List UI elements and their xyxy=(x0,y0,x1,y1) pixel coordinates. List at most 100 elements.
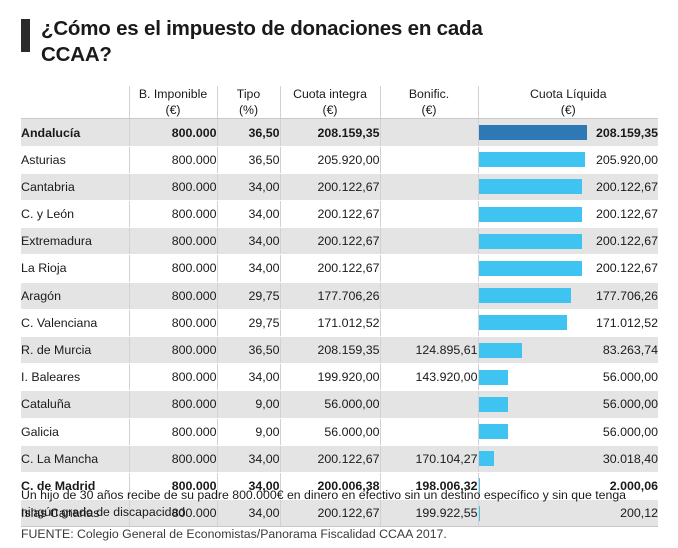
page-title: ¿Cómo es el impuesto de donaciones en ca… xyxy=(41,17,483,67)
cell-bonificacion xyxy=(380,254,479,283)
cell-cuota-integra: 208.159,35 xyxy=(280,336,381,365)
cell-base-imponible: 800.000 xyxy=(129,390,218,419)
bar-cuota-liquida xyxy=(478,396,508,412)
header-label-line2: (€) xyxy=(560,103,576,118)
cell-cuota-liquida-bar xyxy=(478,336,591,365)
bar-cuota-liquida xyxy=(478,179,583,195)
cell-base-imponible: 800.000 xyxy=(129,418,218,446)
cell-cuota-liquida-bar xyxy=(478,227,591,256)
column-header-cuota-integra: Cuota integra (€) xyxy=(280,86,381,120)
cell-cuota-liquida-value: 2.000,06 xyxy=(591,472,659,501)
cell-region-name: Asturias xyxy=(21,146,130,174)
cell-bonificacion: 143.920,00 xyxy=(380,363,479,392)
cell-cuota-liquida-bar xyxy=(478,309,591,337)
cell-base-imponible: 800.000 xyxy=(129,254,218,283)
cell-region-name: Cantabria xyxy=(21,173,130,202)
cell-bonificacion: 170.104,27 xyxy=(380,445,479,473)
cell-cuota-integra: 177.706,26 xyxy=(280,282,381,310)
cell-cuota-liquida-value: 56.000,00 xyxy=(591,418,659,446)
cell-cuota-liquida-value: 200,12 xyxy=(591,499,659,528)
cell-cuota-integra: 205.920,00 xyxy=(280,146,381,174)
cell-cuota-liquida-bar xyxy=(478,282,591,310)
cell-cuota-liquida-bar xyxy=(478,445,591,473)
cell-region-name: I. Baleares xyxy=(21,363,130,392)
table-row: Andalucía 800.000 36,50 208.159,35 208.159,3… xyxy=(21,118,659,147)
bar-cuota-liquida xyxy=(478,478,480,494)
table-row: C. de Madrid 800.000 34,00 200.006,38 198.00… xyxy=(21,472,659,501)
cell-bonificacion: 198.006,32 xyxy=(380,472,479,501)
data-table-container: B. Imponible (€) Tipo (%) Cuota integra … xyxy=(21,86,659,528)
cell-cuota-integra: 200.122,67 xyxy=(280,227,381,256)
table-head: B. Imponible (€) Tipo (%) Cuota integra … xyxy=(21,86,659,120)
ccaa-tax-table: B. Imponible (€) Tipo (%) Cuota integra … xyxy=(21,86,659,528)
cell-region-name: C. Valenciana xyxy=(21,309,130,337)
cell-cuota-liquida-value: 200.122,67 xyxy=(591,200,659,229)
cell-tipo: 34,00 xyxy=(217,200,281,229)
table-row: Galicia 800.000 9,00 56.000,00 56.000,00 xyxy=(21,418,659,446)
chart-title-block: ¿Cómo es el impuesto de donaciones en ca… xyxy=(0,0,678,68)
bar-cuota-liquida xyxy=(478,125,587,141)
cell-region-name: Aragón xyxy=(21,282,130,310)
cell-cuota-integra: 56.000,00 xyxy=(280,418,381,446)
cell-tipo: 34,00 xyxy=(217,445,281,473)
cell-region-name: R. de Murcia xyxy=(21,336,130,365)
source-credit: FUENTE: Colegio General de Economistas/P… xyxy=(21,527,447,541)
cell-bonificacion xyxy=(380,173,479,202)
cell-region-name: Extremadura xyxy=(21,227,130,256)
column-header-bonificacion: Bonific. (€) xyxy=(380,86,479,120)
table-row: I. Baleares 800.000 34,00 199.920,00 143.920… xyxy=(21,363,659,392)
cell-bonificacion xyxy=(380,200,479,229)
bar-cuota-liquida xyxy=(478,451,495,467)
bar-cuota-liquida xyxy=(478,288,571,304)
cell-bonificacion xyxy=(380,146,479,174)
bar-cuota-liquida xyxy=(478,260,583,276)
header-label-line2: (%) xyxy=(238,103,259,118)
cell-bonificacion xyxy=(380,282,479,310)
cell-region-name: Andalucía xyxy=(21,118,130,147)
cell-cuota-integra: 200.006,38 xyxy=(280,472,381,501)
cell-cuota-liquida-value: 208.159,35 xyxy=(591,118,659,147)
cell-tipo: 36,50 xyxy=(217,336,281,365)
cell-cuota-liquida-bar xyxy=(478,173,591,202)
cell-base-imponible: 800.000 xyxy=(129,472,218,501)
cell-cuota-integra: 200.122,67 xyxy=(280,173,381,202)
cell-region-name: C. La Mancha xyxy=(21,445,130,473)
cell-cuota-integra: 199.920,00 xyxy=(280,363,381,392)
table-row: Asturias 800.000 36,50 205.920,00 205.920,00 xyxy=(21,146,659,174)
bar-cuota-liquida xyxy=(478,342,522,358)
cell-base-imponible: 800.000 xyxy=(129,282,218,310)
cell-cuota-liquida-bar xyxy=(478,418,591,446)
column-header-base-imponible: B. Imponible (€) xyxy=(129,86,218,120)
cell-cuota-liquida-value: 171.012,52 xyxy=(591,309,659,337)
cell-base-imponible: 800.000 xyxy=(129,146,218,174)
cell-bonificacion xyxy=(380,418,479,446)
cell-region-name: C. de Madrid xyxy=(21,472,130,501)
cell-bonificacion xyxy=(380,118,479,147)
cell-bonificacion xyxy=(380,390,479,419)
cell-bonificacion: 199.922,55 xyxy=(380,499,479,528)
cell-cuota-liquida-value: 56.000,00 xyxy=(591,390,659,419)
cell-cuota-liquida-bar xyxy=(478,472,591,501)
table-row: Aragón 800.000 29,75 177.706,26 177.706,26 xyxy=(21,282,659,310)
cell-cuota-liquida-value: 30.018,40 xyxy=(591,445,659,473)
cell-cuota-liquida-value: 200.122,67 xyxy=(591,254,659,283)
footnote-text: Un hijo de 30 años recibe de su padre 80… xyxy=(21,488,627,519)
cell-cuota-integra: 200.122,67 xyxy=(280,200,381,229)
cell-region-name: Cataluña xyxy=(21,390,130,419)
bar-cuota-liquida xyxy=(478,315,568,331)
cell-tipo: 9,00 xyxy=(217,390,281,419)
cell-tipo: 29,75 xyxy=(217,309,281,337)
cell-cuota-liquida-bar xyxy=(478,363,591,392)
cell-base-imponible: 800.000 xyxy=(129,227,218,256)
table-row: R. de Murcia 800.000 36,50 208.159,35 124.89… xyxy=(21,336,659,365)
column-header-tipo: Tipo (%) xyxy=(217,86,281,120)
cell-cuota-liquida-value: 56.000,00 xyxy=(591,363,659,392)
header-label-line1: Tipo xyxy=(236,87,261,101)
cell-cuota-integra: 200.122,67 xyxy=(280,254,381,283)
cell-base-imponible: 800.000 xyxy=(129,336,218,365)
cell-bonificacion xyxy=(380,227,479,256)
cell-tipo: 34,00 xyxy=(217,173,281,202)
bar-cuota-liquida xyxy=(478,369,508,385)
cell-tipo: 34,00 xyxy=(217,472,281,501)
column-header-region xyxy=(21,86,130,120)
